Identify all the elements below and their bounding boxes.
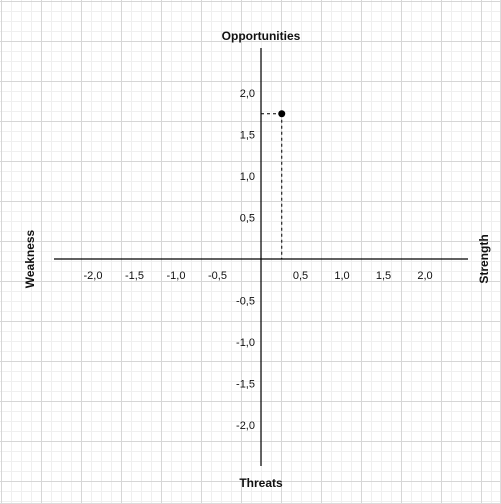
x-tick-label: 1,5 bbox=[376, 270, 391, 282]
x-tick-label: -1,5 bbox=[125, 270, 144, 282]
y-tick-labels: 2,0 1,5 1,0 0,5 -0,5 -1,0 -1,5 -2,0 bbox=[236, 88, 255, 432]
x-tick-label: 2,0 bbox=[417, 270, 432, 282]
y-tick-label: 1,5 bbox=[240, 130, 255, 142]
y-tick-label: -2,0 bbox=[236, 420, 255, 432]
y-tick-label: -1,5 bbox=[236, 379, 255, 391]
data-point bbox=[278, 110, 286, 118]
x-tick-label: -1,0 bbox=[167, 270, 186, 282]
axis-label-strength: Strength bbox=[477, 234, 491, 283]
x-tick-label: 1,0 bbox=[334, 270, 349, 282]
x-tick-label: 0,5 bbox=[293, 270, 308, 282]
y-tick-label: -0,5 bbox=[236, 296, 255, 308]
y-tick-label: -1,0 bbox=[236, 337, 255, 349]
x-tick-label: -0,5 bbox=[208, 270, 227, 282]
x-tick-label: -2,0 bbox=[84, 270, 103, 282]
y-tick-label: 1,0 bbox=[240, 171, 255, 183]
y-tick-label: 0,5 bbox=[240, 213, 255, 225]
y-tick-label: 2,0 bbox=[240, 88, 255, 100]
x-tick-labels: -2,0 -1,5 -1,0 -0,5 0,5 1,0 1,5 2,0 bbox=[84, 270, 433, 282]
axis-label-weakness: Weakness bbox=[23, 229, 37, 288]
axis-label-threats: Threats bbox=[239, 476, 283, 490]
data-points bbox=[261, 110, 286, 259]
axis-label-opportunities: Opportunities bbox=[222, 29, 301, 43]
